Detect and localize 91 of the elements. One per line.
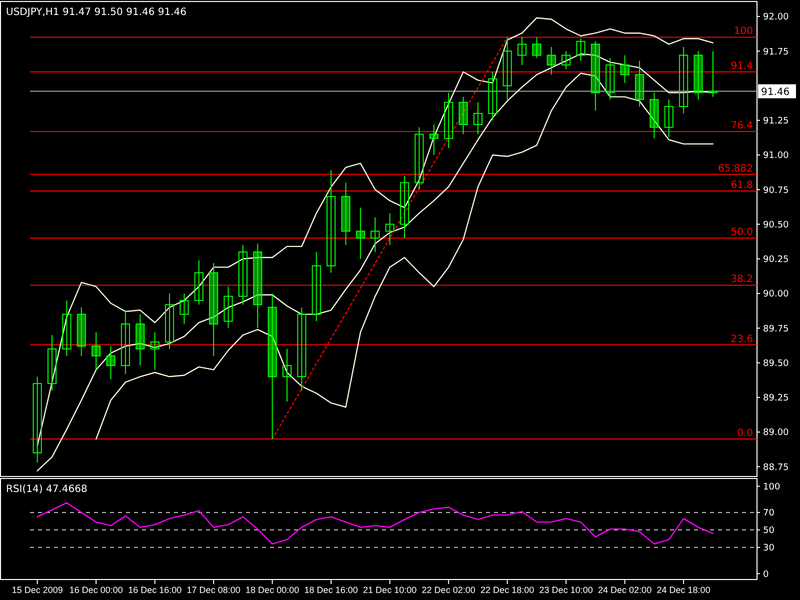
- x-tick-label: 21 Dec 10:00: [363, 585, 417, 595]
- x-tick-label: 18 Dec 16:00: [304, 585, 358, 595]
- y-tick-label: 90.00: [763, 290, 790, 300]
- y-tick-label: 0: [763, 570, 769, 580]
- candlestick: [606, 58, 615, 100]
- candlestick: [562, 50, 571, 70]
- annotation: 50.0: [730, 227, 753, 238]
- candlestick: [370, 216, 380, 252]
- x-tick-label: 22 Dec 02:00: [422, 585, 476, 595]
- y-tick-label: 89.00: [763, 428, 790, 438]
- annotation: 65.882: [718, 163, 753, 174]
- candlestick: [120, 310, 130, 374]
- candlestick: [488, 71, 498, 121]
- candlestick: [444, 92, 454, 149]
- candlestick: [164, 293, 174, 350]
- chart-title: RSI(14) 47.4668: [6, 484, 88, 495]
- candlestick: [356, 207, 365, 260]
- candlestick: [106, 346, 116, 380]
- x-tick-label: 16 Dec 16:00: [128, 585, 182, 595]
- candlestick: [326, 170, 336, 274]
- candlestick: [679, 46, 688, 114]
- candlestick: [634, 60, 644, 108]
- x-tick-label: 22 Dec 18:00: [480, 585, 534, 595]
- candlestick: [414, 126, 424, 190]
- candlestick: [664, 99, 674, 138]
- line-series: [36, 502, 714, 545]
- y-tick-label: 70: [763, 508, 775, 519]
- candlestick: [385, 212, 394, 246]
- annotation: 23.6: [730, 334, 753, 345]
- annotation: 61.8: [730, 180, 753, 192]
- y-tick-label: 90.50: [763, 220, 790, 230]
- candlestick: [253, 243, 262, 329]
- y-tick-label: 92.00: [763, 12, 790, 23]
- candlestick: [576, 38, 586, 62]
- x-tick-label: 17 Dec 08:00: [186, 585, 240, 595]
- candlestick: [224, 286, 233, 329]
- candlestick: [429, 124, 438, 156]
- chart-title: USDJPY,H1 91.47 91.50 91.46 91.46: [6, 7, 187, 18]
- annotation: 91.4: [730, 60, 753, 72]
- candlestick: [282, 348, 292, 402]
- y-tick-label: 88.75: [763, 462, 789, 473]
- annotation: 0.0: [737, 428, 753, 439]
- candlestick: [458, 96, 468, 135]
- y-tick-label: 89.50: [763, 358, 790, 369]
- candlestick: [694, 50, 703, 100]
- candlestick: [194, 260, 204, 306]
- candlestick: [47, 334, 57, 391]
- candlestick: [473, 102, 482, 135]
- y-tick-label: 91.75: [763, 47, 789, 58]
- x-tick-label: 15 Dec 2009: [12, 585, 63, 595]
- x-tick-label: 18 Dec 00:00: [246, 585, 300, 595]
- candlestick: [209, 262, 218, 356]
- candlestick: [590, 40, 600, 112]
- y-tick-label: 90.75: [763, 186, 789, 196]
- x-tick-label: 24 Dec 18:00: [656, 585, 710, 595]
- candlestick: [297, 306, 306, 391]
- candlestick: [136, 314, 145, 366]
- candlestick: [532, 36, 542, 59]
- candlestick: [517, 36, 527, 66]
- candlestick: [312, 251, 321, 322]
- y-tick-label: 30: [763, 544, 775, 554]
- candlestick: [32, 376, 42, 464]
- line-series: [95, 72, 714, 440]
- annotation: 38.2: [730, 274, 753, 286]
- candlestick: [546, 46, 556, 76]
- candlestick: [708, 50, 718, 98]
- y-tick-label: 89.25: [763, 394, 789, 404]
- annotation: 100: [734, 26, 753, 38]
- candlestick: [62, 300, 72, 356]
- candlestick: [238, 244, 248, 306]
- y-tick-label: 91.00: [763, 151, 790, 162]
- y-tick-label: 91.25: [763, 116, 789, 127]
- candlestick: [92, 332, 101, 370]
- candlestick: [650, 92, 659, 139]
- x-tick-label: 23 Dec 10:00: [539, 585, 593, 595]
- y-tick-label: 50: [763, 526, 775, 536]
- candlestick: [341, 182, 350, 246]
- candlestick: [150, 332, 160, 370]
- y-tick-label: 100: [763, 482, 780, 492]
- candlestick: [502, 36, 512, 100]
- candlestick: [180, 293, 189, 325]
- y-tick-label: 90.25: [763, 255, 789, 266]
- x-tick-label: 16 Dec 00:00: [69, 585, 123, 595]
- candlestick: [76, 306, 86, 356]
- x-tick-label: 24 Dec 02:00: [598, 585, 652, 595]
- candlestick: [400, 175, 410, 239]
- y-tick-label: 89.75: [763, 324, 789, 334]
- candlestick: [620, 54, 630, 84]
- ref-line-label: 91.46: [761, 86, 790, 98]
- annotation: 76.4: [730, 120, 753, 132]
- candlestick: [268, 293, 277, 440]
